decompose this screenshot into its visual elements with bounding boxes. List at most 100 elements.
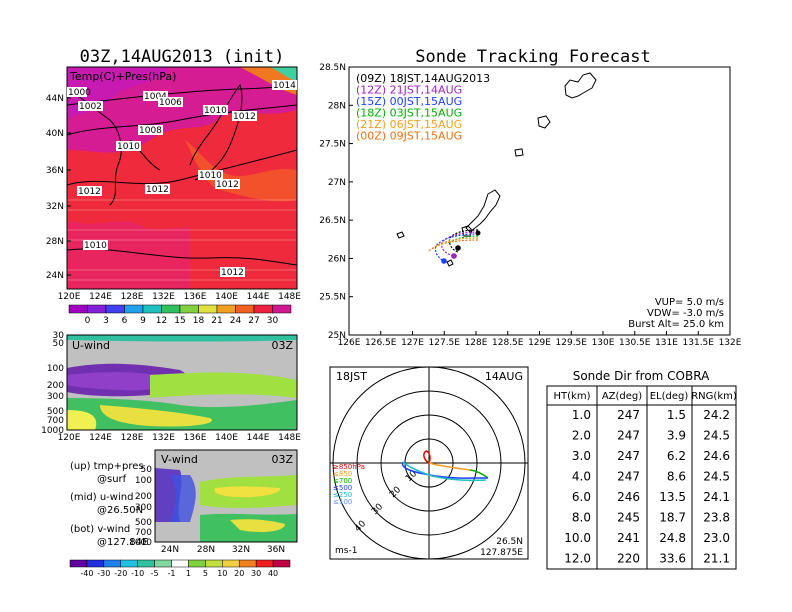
- lon-tick-label: 126.5E: [365, 338, 397, 348]
- track-map-title: Sonde Tracking Forecast: [415, 47, 650, 67]
- island: [514, 148, 524, 157]
- isobar-label: 1012: [146, 185, 169, 195]
- track-21z: [431, 237, 479, 251]
- colorbar-label: 20: [234, 569, 244, 578]
- colorbar-swatch: [179, 304, 199, 314]
- colorbar-label: -40: [80, 569, 93, 578]
- colorbar-label: 5: [203, 569, 208, 578]
- colorbar-swatch: [216, 304, 236, 314]
- table-cell: 4.0: [572, 470, 591, 484]
- colorbar-swatch: [253, 304, 273, 314]
- isobar-label: 1004: [144, 92, 167, 102]
- landing-point-09z: [455, 245, 461, 251]
- launch-legend-entry: (15Z) 00JST,15AUG: [356, 95, 462, 108]
- level-tick-label: 30: [53, 331, 65, 341]
- table-cell: 247: [617, 449, 640, 463]
- level-tick-label: 50: [53, 339, 65, 349]
- lat-tick-label: 36N: [46, 166, 64, 176]
- lon-tick-label: 129E: [528, 338, 551, 348]
- table-cell: 21.1: [703, 552, 730, 566]
- sonde-table-title: Sonde Dir from COBRA: [573, 369, 710, 383]
- level-legend-entry: ≤250: [333, 491, 352, 499]
- temperature-colorbar: 0 3 6 9 12 15 18 21 24 27 30: [68, 304, 292, 326]
- launch-legend: (09Z) 18JST,14AUG2013(12Z) 21JST,14AUG(1…: [356, 72, 490, 143]
- table-cell: 247: [617, 408, 640, 422]
- hodo-segment-surface: [423, 450, 431, 464]
- colorbar-swatch: [137, 559, 155, 568]
- colorbar-label: 3: [103, 316, 109, 326]
- island: [537, 115, 551, 129]
- hodograph-level-legend: ≥850hPa≤850≤700≤500≤250≤100: [333, 463, 365, 506]
- hodograph-time: 18JST: [336, 370, 367, 383]
- level-tick-label: 50: [141, 465, 153, 475]
- colorbar-swatch: [103, 559, 122, 568]
- isobar-line: [67, 104, 297, 136]
- lon-tick-label: 144E: [247, 433, 270, 443]
- colorbar-label: 9: [140, 316, 146, 326]
- isobar-label: 1010: [204, 106, 227, 116]
- table-cell: 241: [617, 531, 640, 545]
- table-cell: 23.0: [703, 531, 730, 545]
- isobar-label: 1012: [221, 268, 244, 278]
- colorbar-swatch: [198, 304, 218, 314]
- lat-tick-label: 40N: [46, 129, 64, 139]
- lon-tick-label: 130.5E: [619, 338, 651, 348]
- colorbar-label: 15: [174, 316, 185, 326]
- note-bot-level: @127.84E: [97, 537, 148, 548]
- lon-tick-label: 129.5E: [556, 338, 588, 348]
- lon-tick-label: 132E: [152, 292, 175, 302]
- panel-notes: (up) tmp+pres @surf (mid) u-wind @26.50N…: [70, 461, 148, 548]
- lon-tick-label: 132E: [719, 338, 742, 348]
- lon-tick-label: 126E: [338, 338, 361, 348]
- lat-tick-label: 24N: [46, 271, 64, 281]
- colorbar-label: 18: [193, 316, 205, 326]
- lat-tick-label: 36N: [267, 545, 285, 555]
- table-header: AZ(deg): [602, 391, 642, 402]
- colorbar-swatch: [161, 304, 181, 314]
- colorbar-label: 30: [251, 569, 261, 578]
- note-bot: (bot) v-wind: [70, 524, 130, 535]
- colorbar-label: 40: [268, 569, 278, 578]
- colorbar-swatch: [86, 559, 105, 568]
- table-cell: 2.0: [572, 429, 591, 443]
- colorbar-swatch: [188, 559, 206, 568]
- launch-legend-entry: (12Z) 21JST,14AUG: [356, 84, 462, 97]
- colorbar-label: 27: [248, 316, 259, 326]
- colorbar-swatch: [154, 559, 172, 568]
- v-wind-section: [155, 450, 297, 542]
- colorbar-swatch: [68, 304, 88, 314]
- map-panel-label: Temp(C)+Pres(hPa): [69, 70, 176, 83]
- island: [396, 231, 405, 239]
- launch-site: [475, 230, 481, 236]
- colorbar-label: -20: [114, 569, 127, 578]
- left-map-lat-ticks: 44N 40N 36N 32N 28N 24N: [46, 94, 71, 281]
- lon-tick-label: 148E: [278, 433, 301, 443]
- landing-points: [441, 230, 481, 264]
- table-cell: 23.8: [703, 511, 730, 525]
- table-cell: 6.0: [572, 490, 591, 504]
- note-mid-level: @26.50N: [97, 505, 143, 516]
- table-cell: 24.2: [703, 408, 730, 422]
- lat-tick-label: 25N: [328, 331, 346, 341]
- hodograph-lon: 127.875E: [480, 548, 523, 558]
- island: [564, 72, 597, 99]
- table-cell: 247: [617, 429, 640, 443]
- lat-tick-label: 24N: [161, 545, 179, 555]
- colorbar-label: 21: [211, 316, 222, 326]
- lon-tick-label: 136E: [184, 433, 207, 443]
- lat-tick-label: 44N: [46, 94, 64, 104]
- colorbar-swatch: [105, 304, 125, 314]
- table-cell: 10.0: [564, 531, 591, 545]
- colorbar-swatch: [235, 304, 255, 314]
- table-cell: 13.5: [659, 490, 686, 504]
- level-tick-label: 1000: [41, 426, 64, 436]
- table-header: HT(km): [554, 391, 591, 402]
- vup-value: VUP= 5.0 m/s: [655, 297, 724, 308]
- lon-tick-label: 127.5E: [429, 338, 461, 348]
- colorbar-swatch: [171, 559, 189, 568]
- colorbar-label: 30: [267, 316, 279, 326]
- table-cell: 24.6: [703, 449, 730, 463]
- colorbar-swatch: [69, 559, 88, 568]
- colorbar-label: 12: [156, 316, 167, 326]
